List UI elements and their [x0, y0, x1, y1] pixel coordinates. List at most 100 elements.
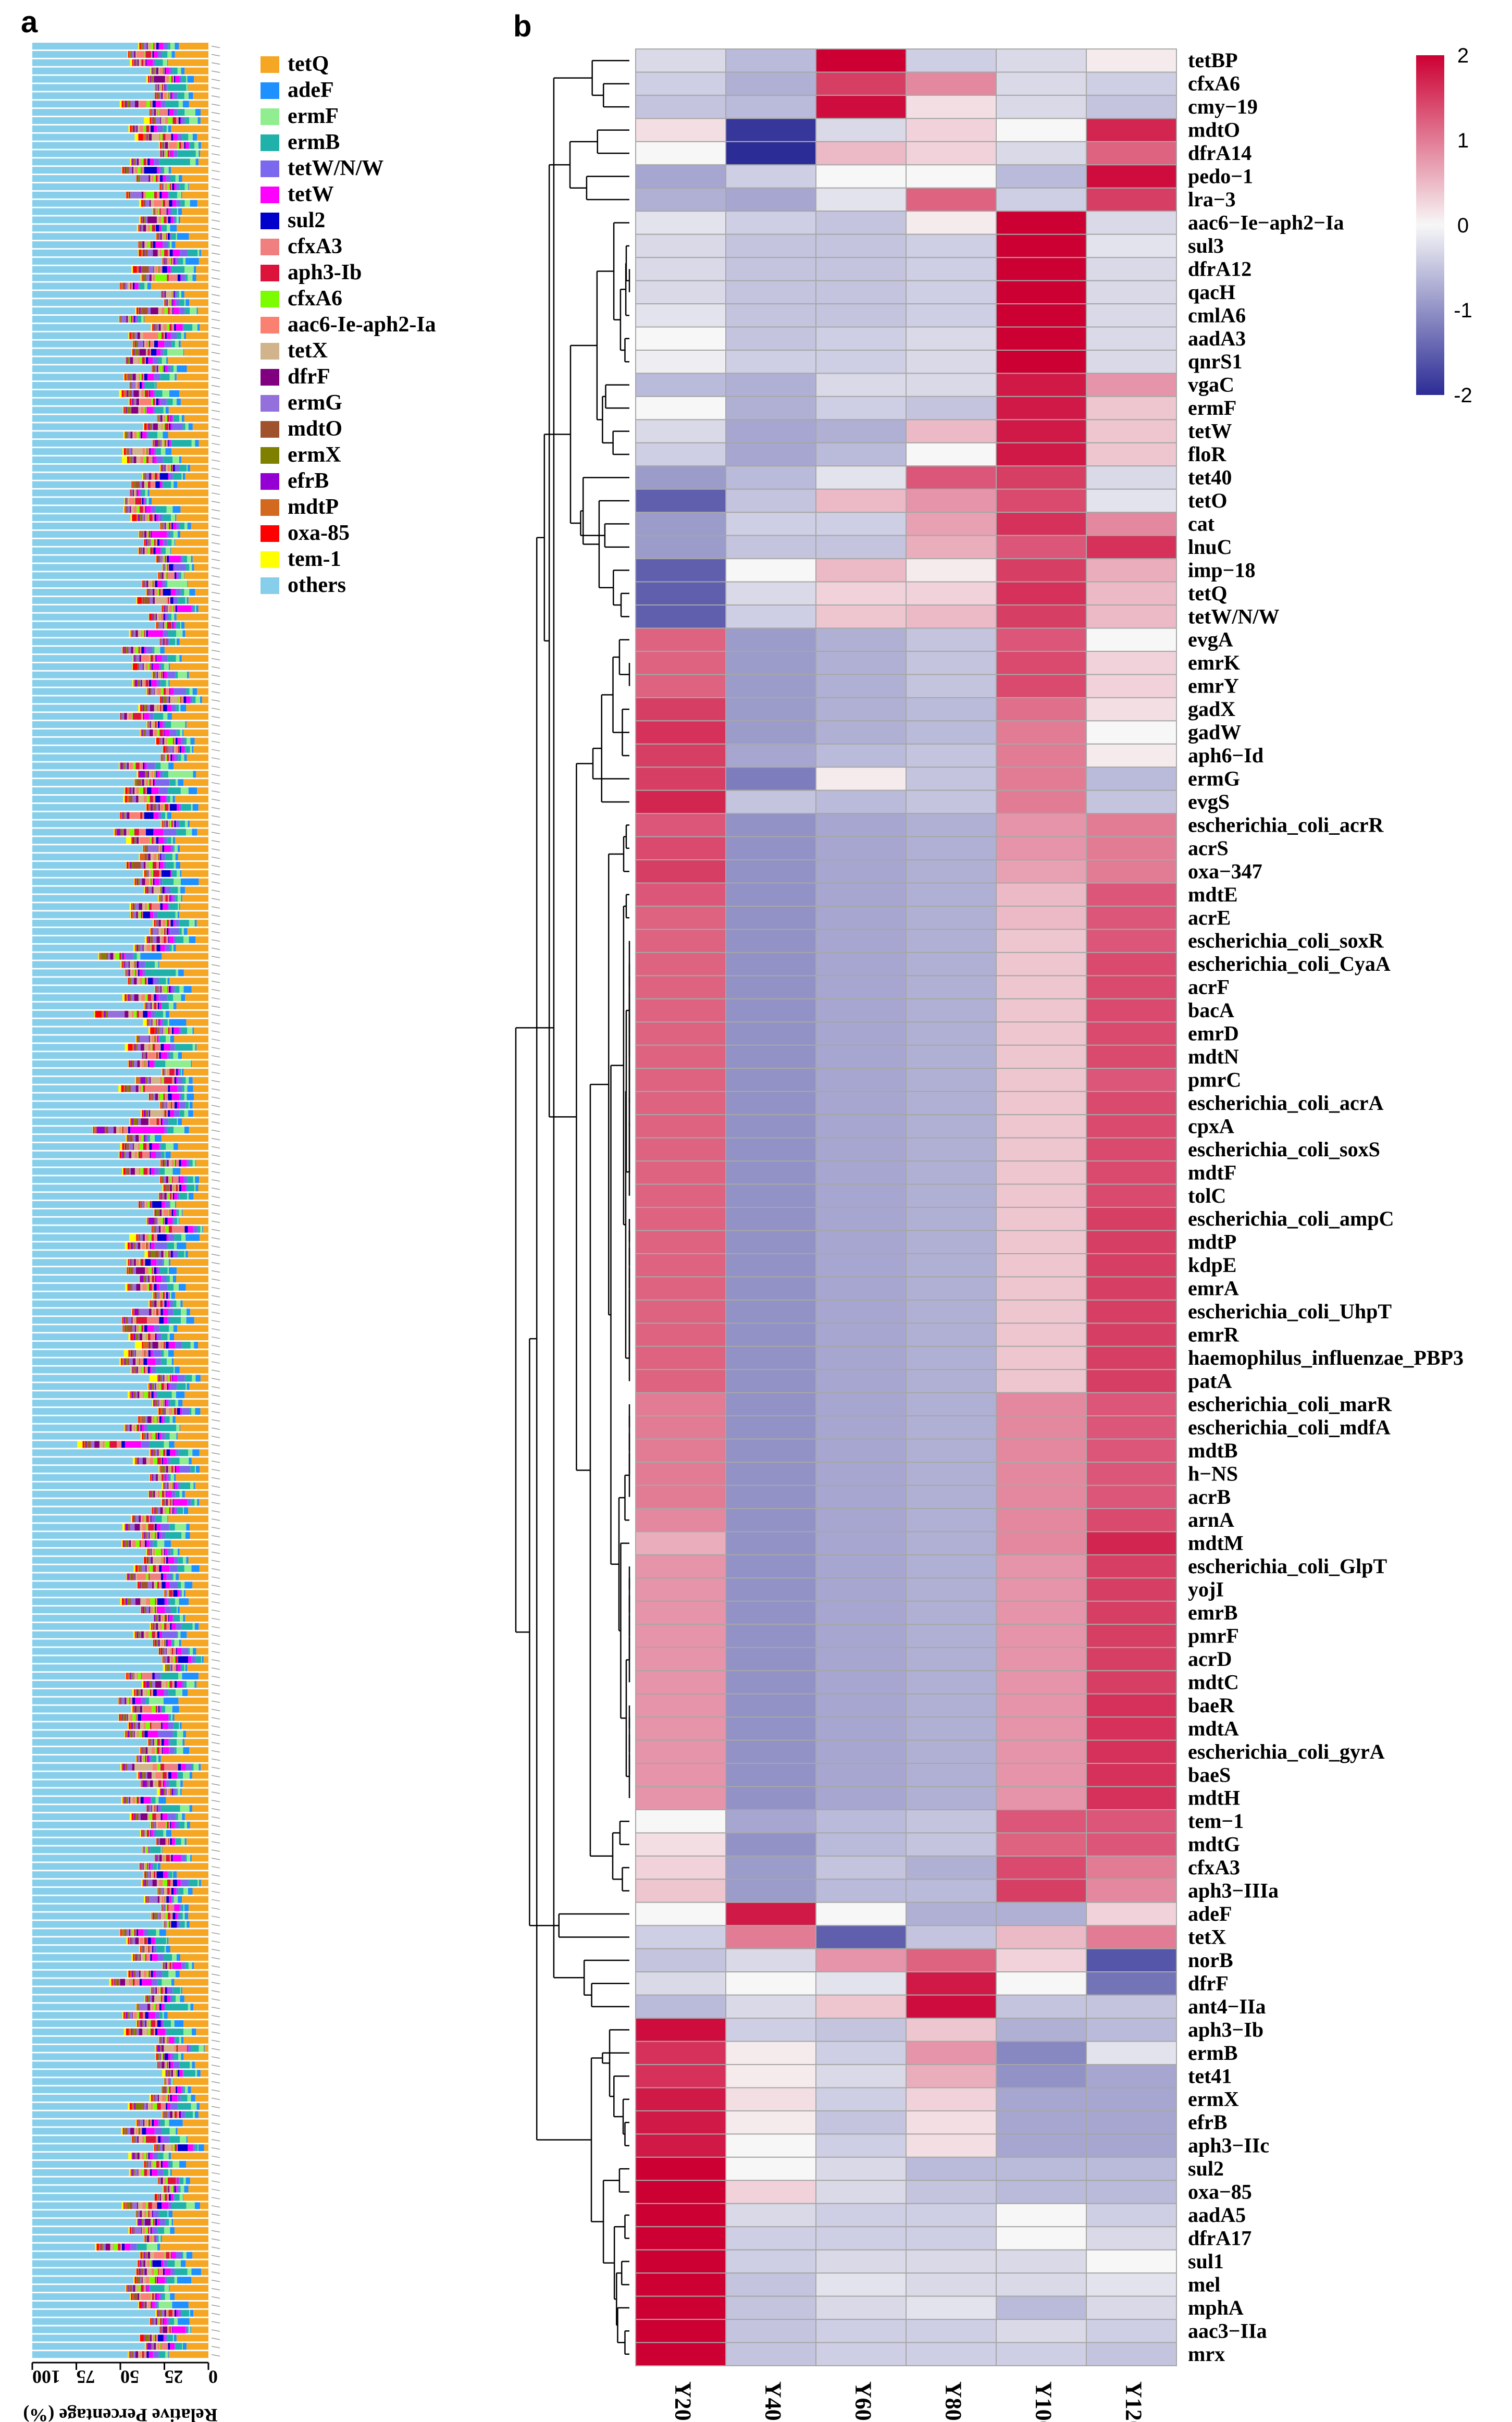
bar-segment: [117, 1441, 122, 1448]
bar-segment: [178, 696, 181, 703]
bar-segment: [82, 1441, 84, 1448]
bar-segment: [176, 1300, 181, 1307]
bar-segment: [159, 1838, 160, 1845]
bar-segment: [126, 498, 127, 505]
bar-segment: [161, 1680, 166, 1688]
bar-segment: [131, 795, 133, 802]
bar-segment: [157, 233, 158, 240]
bar-segment: [167, 1383, 168, 1390]
bar-segment: [160, 1614, 162, 1622]
bar-segment: [141, 390, 144, 397]
bar-segment: [148, 1234, 152, 1241]
bar-segment: [164, 1689, 169, 1696]
bar-segment: [181, 870, 208, 877]
bar-segment: [132, 787, 133, 795]
bar-segment: [163, 588, 171, 596]
bar-segment: [175, 1598, 179, 1605]
bar-segment: [154, 1739, 156, 1746]
bar-segment: [164, 365, 165, 373]
bar-segment: [125, 1151, 129, 1158]
bar-segment: [158, 978, 166, 985]
bar-segment: [136, 597, 138, 604]
bar-segment: [171, 1193, 173, 1200]
bar-segment: [160, 1912, 165, 1920]
bar-segment: [173, 1251, 178, 1258]
bar-segment: [162, 895, 165, 902]
bar-segment: [136, 787, 139, 795]
bar-segment: [146, 158, 147, 166]
bar-segment: [141, 59, 144, 66]
bar-segment: [162, 1275, 167, 1282]
bar-segment: [163, 771, 169, 778]
bar-segment: [142, 1416, 144, 1423]
bar-segment: [125, 647, 126, 654]
bar-segment: [160, 1573, 164, 1580]
bar-segment: [189, 183, 208, 190]
bar-segment: [152, 1143, 159, 1150]
bar-segment: [179, 820, 185, 827]
bar-segment: [153, 406, 155, 414]
bar-segment: [179, 928, 182, 935]
bar-segment-others: [32, 1548, 146, 1555]
bar-segment: [192, 555, 208, 563]
bar-segment: [168, 762, 174, 770]
bar-segment: [152, 1532, 155, 1539]
bar-segment: [145, 1863, 146, 1870]
bar-segment: [189, 101, 208, 108]
bar-segment: [169, 1333, 175, 1341]
bar-segment: [164, 1400, 165, 1407]
bar-segment: [172, 870, 177, 877]
bar-segment: [171, 1838, 175, 1845]
bar-segment: [165, 1060, 191, 1068]
bar-segment: [163, 622, 164, 629]
bar-segment-others: [32, 274, 141, 281]
bar-segment: [145, 1532, 146, 1539]
bar-segment: [187, 1159, 190, 1167]
bar-segment: [172, 464, 175, 472]
bar-segment: [163, 1780, 166, 1787]
bar-segment: [133, 1954, 134, 1961]
bar-segment: [167, 1639, 171, 1647]
bar-segment: [138, 125, 140, 132]
bar-segment: [128, 1267, 130, 1275]
bar-segment: [165, 920, 167, 927]
bar-segment: [182, 191, 208, 199]
bar-segment: [115, 829, 117, 836]
bar-segment: [165, 1449, 167, 1456]
bar-segment: [179, 142, 181, 149]
bar-segment: [140, 812, 143, 819]
bar-segment: [143, 406, 145, 414]
bar-segment: [157, 1896, 160, 1903]
bar-segment: [122, 1168, 123, 1175]
bar-segment: [149, 613, 152, 621]
bar-segment: [146, 514, 148, 522]
bar-segment: [155, 539, 157, 546]
bar-segment: [133, 1010, 137, 1018]
bar-segment: [188, 1887, 193, 1895]
bar-segment-others: [32, 911, 130, 919]
bar-segment: [158, 1648, 160, 1655]
bar-segment-others: [32, 109, 150, 116]
bar-segment: [139, 944, 140, 952]
bar-segment: [170, 464, 171, 472]
bar-segment: [143, 787, 146, 795]
bar-segment: [168, 208, 172, 215]
bar-segment: [143, 1556, 144, 1564]
bar-segment: [160, 1995, 162, 2003]
bar-segment: [169, 1275, 173, 1282]
bar-segment: [147, 406, 153, 414]
bar-segment: [166, 92, 169, 100]
bar-segment: [153, 713, 164, 720]
bar-segment: [162, 51, 168, 58]
bar-segment: [179, 705, 181, 712]
bar-segment: [165, 299, 166, 306]
bar-segment: [123, 1350, 129, 1357]
bar-segment: [160, 647, 165, 654]
bar-segment: [134, 1060, 138, 1068]
bar-segment: [165, 572, 167, 579]
bar-segment: [182, 729, 184, 736]
bar-segment: [163, 1416, 166, 1423]
bar-segment: [174, 1193, 177, 1200]
bar-segment-others: [32, 1755, 136, 1762]
bar-segment: [162, 655, 168, 662]
